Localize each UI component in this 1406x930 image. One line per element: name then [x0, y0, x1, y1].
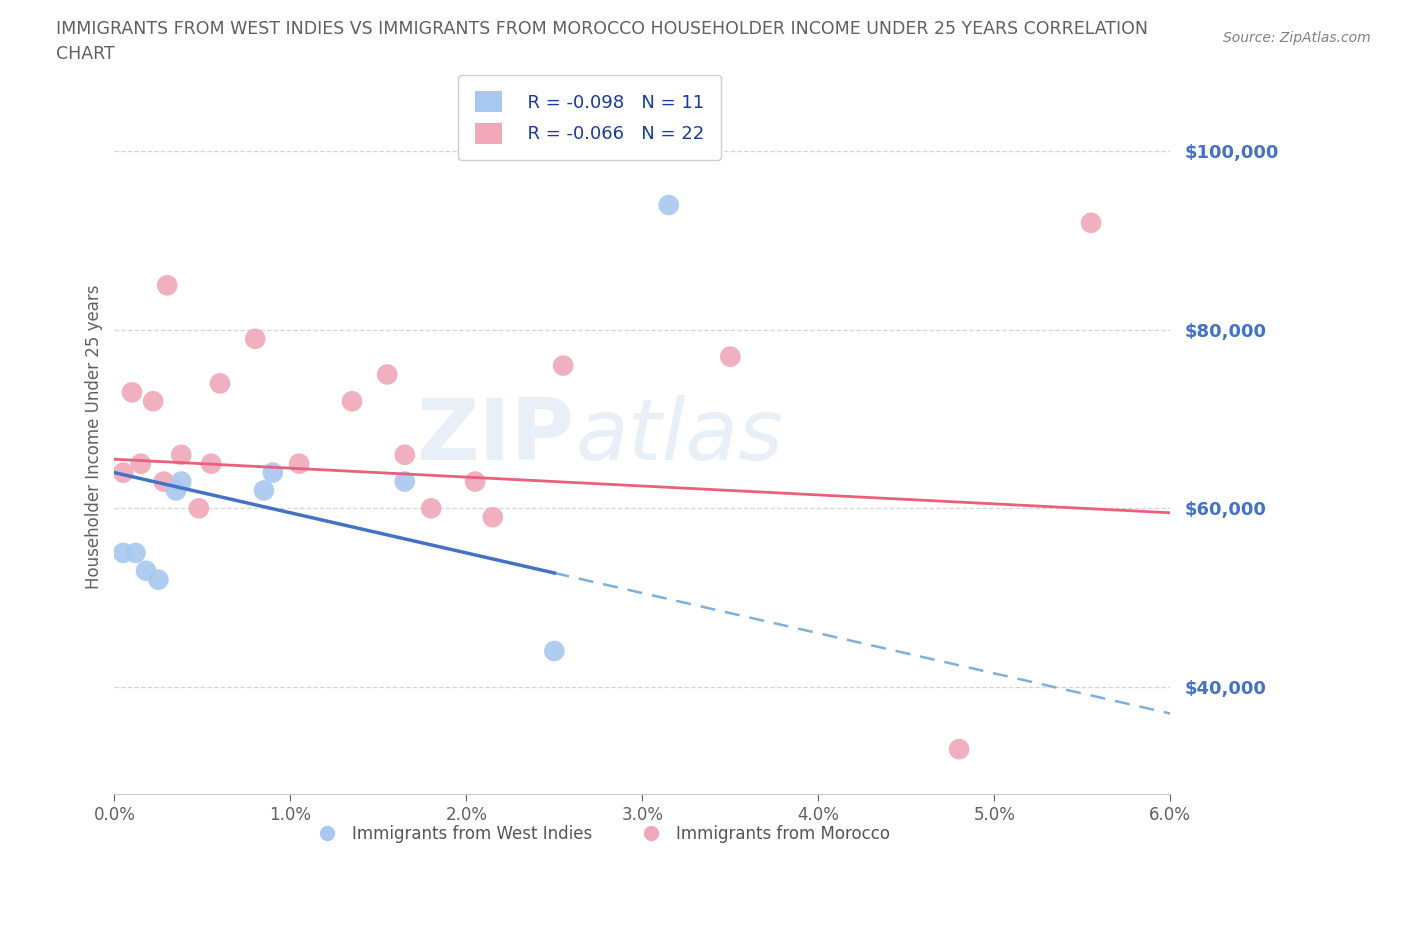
Point — [245, 331, 267, 346]
Point — [165, 483, 187, 498]
Point — [156, 278, 179, 293]
Point — [340, 393, 363, 408]
Legend: Immigrants from West Indies, Immigrants from Morocco: Immigrants from West Indies, Immigrants … — [304, 818, 897, 850]
Point — [148, 572, 170, 587]
Point — [1080, 216, 1102, 231]
Point — [543, 644, 565, 658]
Point — [142, 393, 165, 408]
Point — [170, 474, 193, 489]
Point — [170, 447, 193, 462]
Point — [262, 465, 284, 480]
Point — [948, 742, 970, 757]
Point — [121, 385, 143, 400]
Point — [420, 501, 443, 516]
Point — [253, 483, 276, 498]
Point — [112, 546, 135, 561]
Point — [124, 546, 146, 561]
Point — [208, 376, 231, 391]
Point — [135, 564, 157, 578]
Point — [112, 465, 135, 480]
Text: ZIP: ZIP — [416, 395, 574, 478]
Point — [658, 197, 681, 212]
Point — [464, 474, 486, 489]
Point — [481, 510, 503, 525]
Point — [375, 367, 398, 382]
Point — [152, 474, 174, 489]
Text: IMMIGRANTS FROM WEST INDIES VS IMMIGRANTS FROM MOROCCO HOUSEHOLDER INCOME UNDER : IMMIGRANTS FROM WEST INDIES VS IMMIGRANT… — [56, 20, 1149, 38]
Point — [718, 349, 741, 364]
Text: CHART: CHART — [56, 45, 115, 62]
Point — [394, 474, 416, 489]
Text: atlas: atlas — [576, 395, 783, 478]
Text: Source: ZipAtlas.com: Source: ZipAtlas.com — [1223, 31, 1371, 45]
Point — [394, 447, 416, 462]
Point — [129, 457, 152, 472]
Y-axis label: Householder Income Under 25 years: Householder Income Under 25 years — [86, 285, 103, 590]
Point — [187, 501, 209, 516]
Point — [553, 358, 575, 373]
Point — [200, 457, 222, 472]
Point — [288, 457, 311, 472]
